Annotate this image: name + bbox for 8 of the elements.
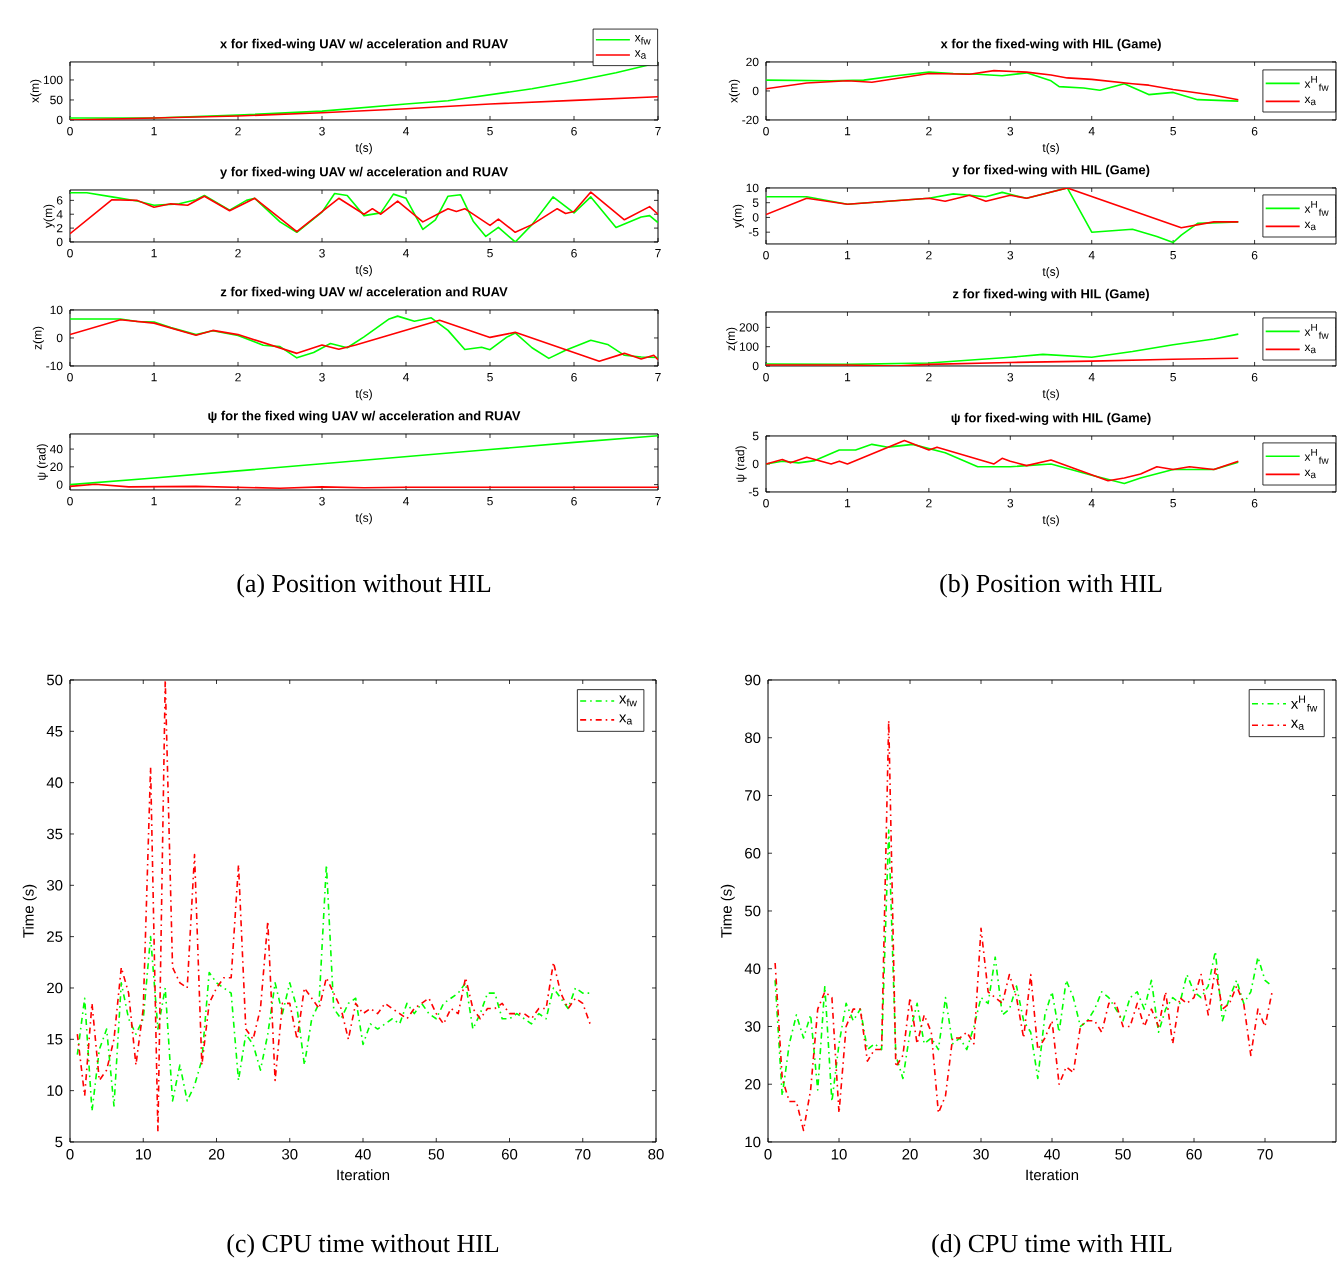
text: (b) Position with HIL (940, 574, 1162, 598)
text: (c) CPU time without HIL (227, 1234, 499, 1258)
text: (d) CPU time with HIL (932, 1234, 1172, 1258)
line-series (766, 333, 1240, 366)
line-series (766, 187, 1240, 229)
text: (a) Position without HIL (237, 574, 491, 598)
line-series (774, 719, 1273, 1132)
line-series (76, 863, 591, 1112)
